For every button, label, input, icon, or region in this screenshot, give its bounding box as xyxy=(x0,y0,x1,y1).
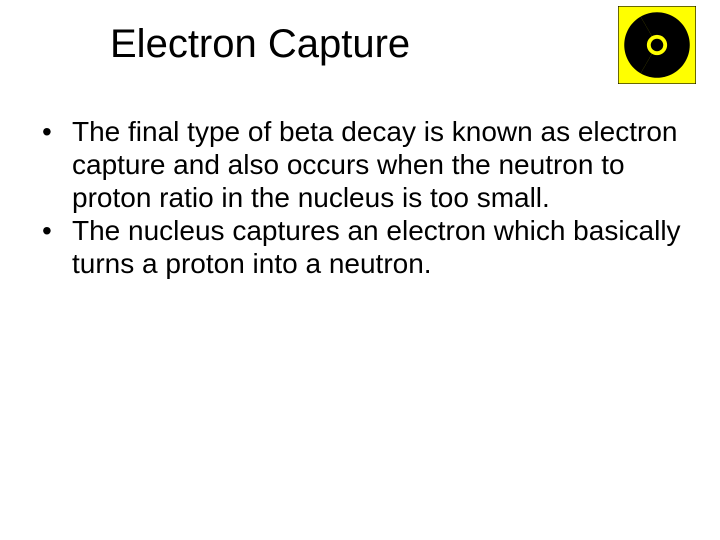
bullet-list: The final type of beta decay is known as… xyxy=(24,115,696,280)
bullet-item: The final type of beta decay is known as… xyxy=(24,115,696,214)
radiation-icon xyxy=(618,6,696,84)
slide-title: Electron Capture xyxy=(110,22,410,67)
bullet-text: The final type of beta decay is known as… xyxy=(72,116,677,213)
bullet-text: The nucleus captures an electron which b… xyxy=(72,215,681,279)
slide: Electron Capture The final type of beta … xyxy=(0,0,720,540)
bullet-item: The nucleus captures an electron which b… xyxy=(24,214,696,280)
